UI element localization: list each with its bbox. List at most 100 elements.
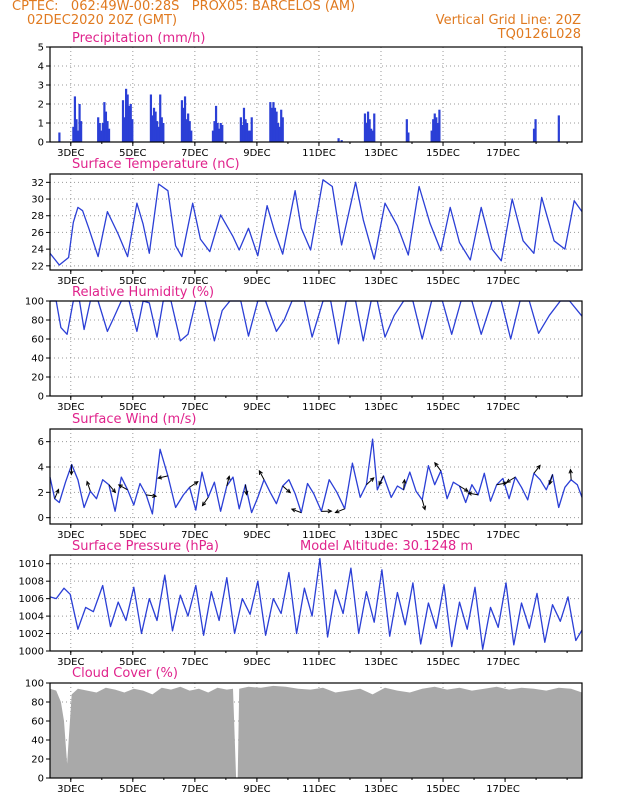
header-model-id: TQ0126L028: [497, 27, 581, 42]
x-tick-label: 11DEC: [302, 784, 336, 795]
wind-arrowhead: [86, 480, 91, 486]
y-tick-label: 5: [38, 43, 44, 54]
x-tick-label: 15DEC: [426, 530, 460, 541]
wind-arrowhead: [536, 464, 541, 470]
x-tick-label: 13DEC: [364, 784, 398, 795]
precip-bar: [97, 117, 100, 142]
precip-bar: [340, 140, 343, 142]
wind-arrowhead: [369, 477, 375, 482]
precip-bar: [211, 130, 215, 142]
precip-bar: [371, 130, 374, 142]
precip-bar: [98, 123, 101, 142]
wind-arrowhead: [548, 480, 553, 486]
panel-3: 0 20 40 60 80 100 3DEC 5DEC 7DEC 9DEC 11DEC 13DEC 15…: [25, 285, 583, 413]
precip-bar: [214, 105, 218, 142]
wind-vector: [549, 474, 554, 485]
precip-bar: [219, 123, 222, 142]
precip-bar: [438, 109, 441, 142]
y-tick-label: 24: [31, 245, 44, 256]
x-tick-label: 13DEC: [364, 402, 398, 413]
x-tick-label: 5DEC: [119, 148, 146, 159]
x-tick-label: 7DEC: [181, 657, 208, 668]
wind-vector: [496, 482, 507, 486]
y-tick-label: 0: [38, 392, 44, 403]
wind-arrowhead: [421, 505, 427, 511]
x-tick-label: 9DEC: [243, 276, 270, 287]
x-tick-label: 7DEC: [181, 148, 208, 159]
x-tick-label: 15DEC: [426, 402, 460, 413]
y-tick-label: 32: [31, 178, 44, 189]
precip-bar: [273, 107, 277, 142]
x-tick-label: 5DEC: [119, 784, 146, 795]
precip-bar: [123, 117, 126, 142]
y-tick-label: 6: [38, 437, 44, 448]
precip-bar: [100, 130, 103, 142]
x-tick-label: 11DEC: [302, 148, 336, 159]
precip-bar: [432, 119, 435, 142]
panel-title: Surface Temperature (nC): [72, 157, 240, 172]
wind-vector: [189, 481, 199, 488]
wind-arrowhead: [505, 478, 511, 483]
x-tick-label: 9DEC: [243, 530, 270, 541]
wind-arrowhead: [226, 475, 231, 481]
wind-arrowhead: [434, 461, 439, 467]
x-tick-label: 15DEC: [426, 784, 460, 795]
y-tick-label: 60: [31, 717, 44, 728]
precip-bar: [407, 132, 410, 142]
precip-bar: [152, 107, 156, 142]
precip-bar: [151, 115, 154, 142]
y-tick-label: 1002: [19, 629, 44, 640]
wind-arrowhead: [111, 488, 117, 494]
y-tick-label: 100: [25, 679, 44, 690]
wind-arrowhead: [193, 481, 199, 486]
precip-bar: [247, 130, 250, 142]
precip-bar: [125, 88, 128, 142]
y-tick-label: 1: [38, 119, 44, 130]
precip-bar: [534, 119, 537, 142]
y-tick-label: 0: [38, 513, 44, 524]
wind-arrowhead: [463, 487, 469, 492]
x-tick-label: 17DEC: [486, 402, 520, 413]
wind-vector: [118, 484, 128, 491]
precip-bar: [58, 132, 61, 142]
panel-frame: [49, 173, 583, 271]
wind-vector: [459, 485, 469, 492]
wind-vector: [434, 462, 442, 472]
wind-arrowhead: [157, 475, 163, 480]
panel-6: 0 20 40 60 80 100 3DEC 5DEC 7DEC 9DEC 11DEC 13DEC 15…: [25, 666, 583, 795]
precip-bar: [221, 124, 224, 142]
panel-title: Cloud Cover (%): [72, 666, 178, 681]
precip-bar: [129, 104, 132, 142]
wind-arrowhead: [402, 478, 407, 484]
x-tick-label: 5DEC: [119, 276, 146, 287]
panel-frame: [49, 300, 583, 397]
wind-arrowhead: [378, 480, 383, 486]
x-tick-label: 3DEC: [57, 402, 84, 413]
x-tick-label: 11DEC: [302, 657, 336, 668]
y-tick-label: 60: [31, 335, 44, 346]
precip-bar: [128, 105, 131, 142]
x-tick-label: 13DEC: [364, 276, 398, 287]
wind-vector: [202, 497, 209, 506]
wind-arrowhead: [69, 470, 74, 476]
x-tick-label: 9DEC: [243, 784, 270, 795]
precip-bar: [244, 119, 247, 142]
x-tick-label: 13DEC: [364, 657, 398, 668]
precip-bar: [183, 96, 187, 142]
precip-bar: [430, 130, 433, 142]
wind-arrowhead: [334, 509, 340, 514]
wind-vector: [569, 469, 572, 480]
precip-bar: [337, 138, 340, 142]
y-tick-label: 1006: [19, 594, 44, 605]
x-tick-label: 17DEC: [486, 657, 520, 668]
precip-bar: [182, 107, 185, 142]
precip-bar: [103, 102, 106, 142]
x-tick-label: 13DEC: [364, 530, 398, 541]
x-tick-label: 3DEC: [57, 784, 84, 795]
wind-vector: [86, 481, 91, 492]
wind-vector: [291, 508, 302, 514]
wind-vector: [226, 476, 230, 487]
wind-arrowhead: [290, 508, 296, 513]
wind-arrowhead: [152, 493, 158, 498]
x-tick-label: 9DEC: [243, 402, 270, 413]
